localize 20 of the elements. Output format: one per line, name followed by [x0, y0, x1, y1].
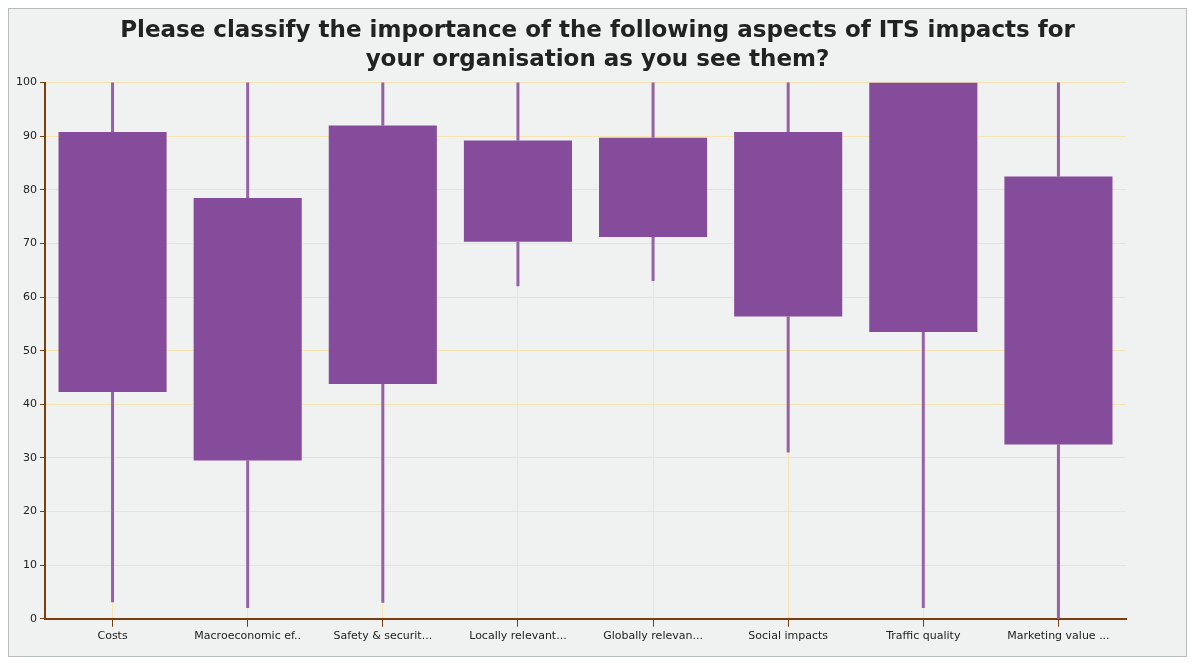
x-tick-label: Costs	[97, 629, 128, 643]
y-tick-label: 50	[23, 343, 37, 357]
chart-title: Please classify the importance of the following aspects of ITS impacts for your organisation as you see them?	[119, 15, 1076, 73]
x-tick-label: Marketing value ...	[1007, 629, 1110, 643]
x-tick-label: Macroeconomic ef..	[194, 629, 302, 643]
y-tick-label: 30	[23, 450, 37, 464]
y-tick-label: 0	[30, 611, 37, 625]
x-tick-label: Safety & securit...	[333, 629, 433, 643]
x-tick-label: Globally relevan...	[603, 629, 703, 643]
y-tick-label: 100	[16, 75, 37, 89]
y-tick-label: 10	[23, 558, 37, 572]
y-tick-label: 60	[23, 289, 37, 303]
x-tick-label: Locally relevant...	[469, 629, 567, 643]
y-tick-label: 80	[23, 182, 37, 196]
y-tick-label: 90	[23, 129, 37, 143]
y-tick-label: 70	[23, 236, 37, 250]
x-tick-label: Traffic quality	[885, 629, 961, 643]
y-tick-label: 20	[23, 504, 37, 518]
x-tick-label: Social impacts	[748, 629, 829, 643]
y-tick-label: 40	[23, 397, 37, 411]
